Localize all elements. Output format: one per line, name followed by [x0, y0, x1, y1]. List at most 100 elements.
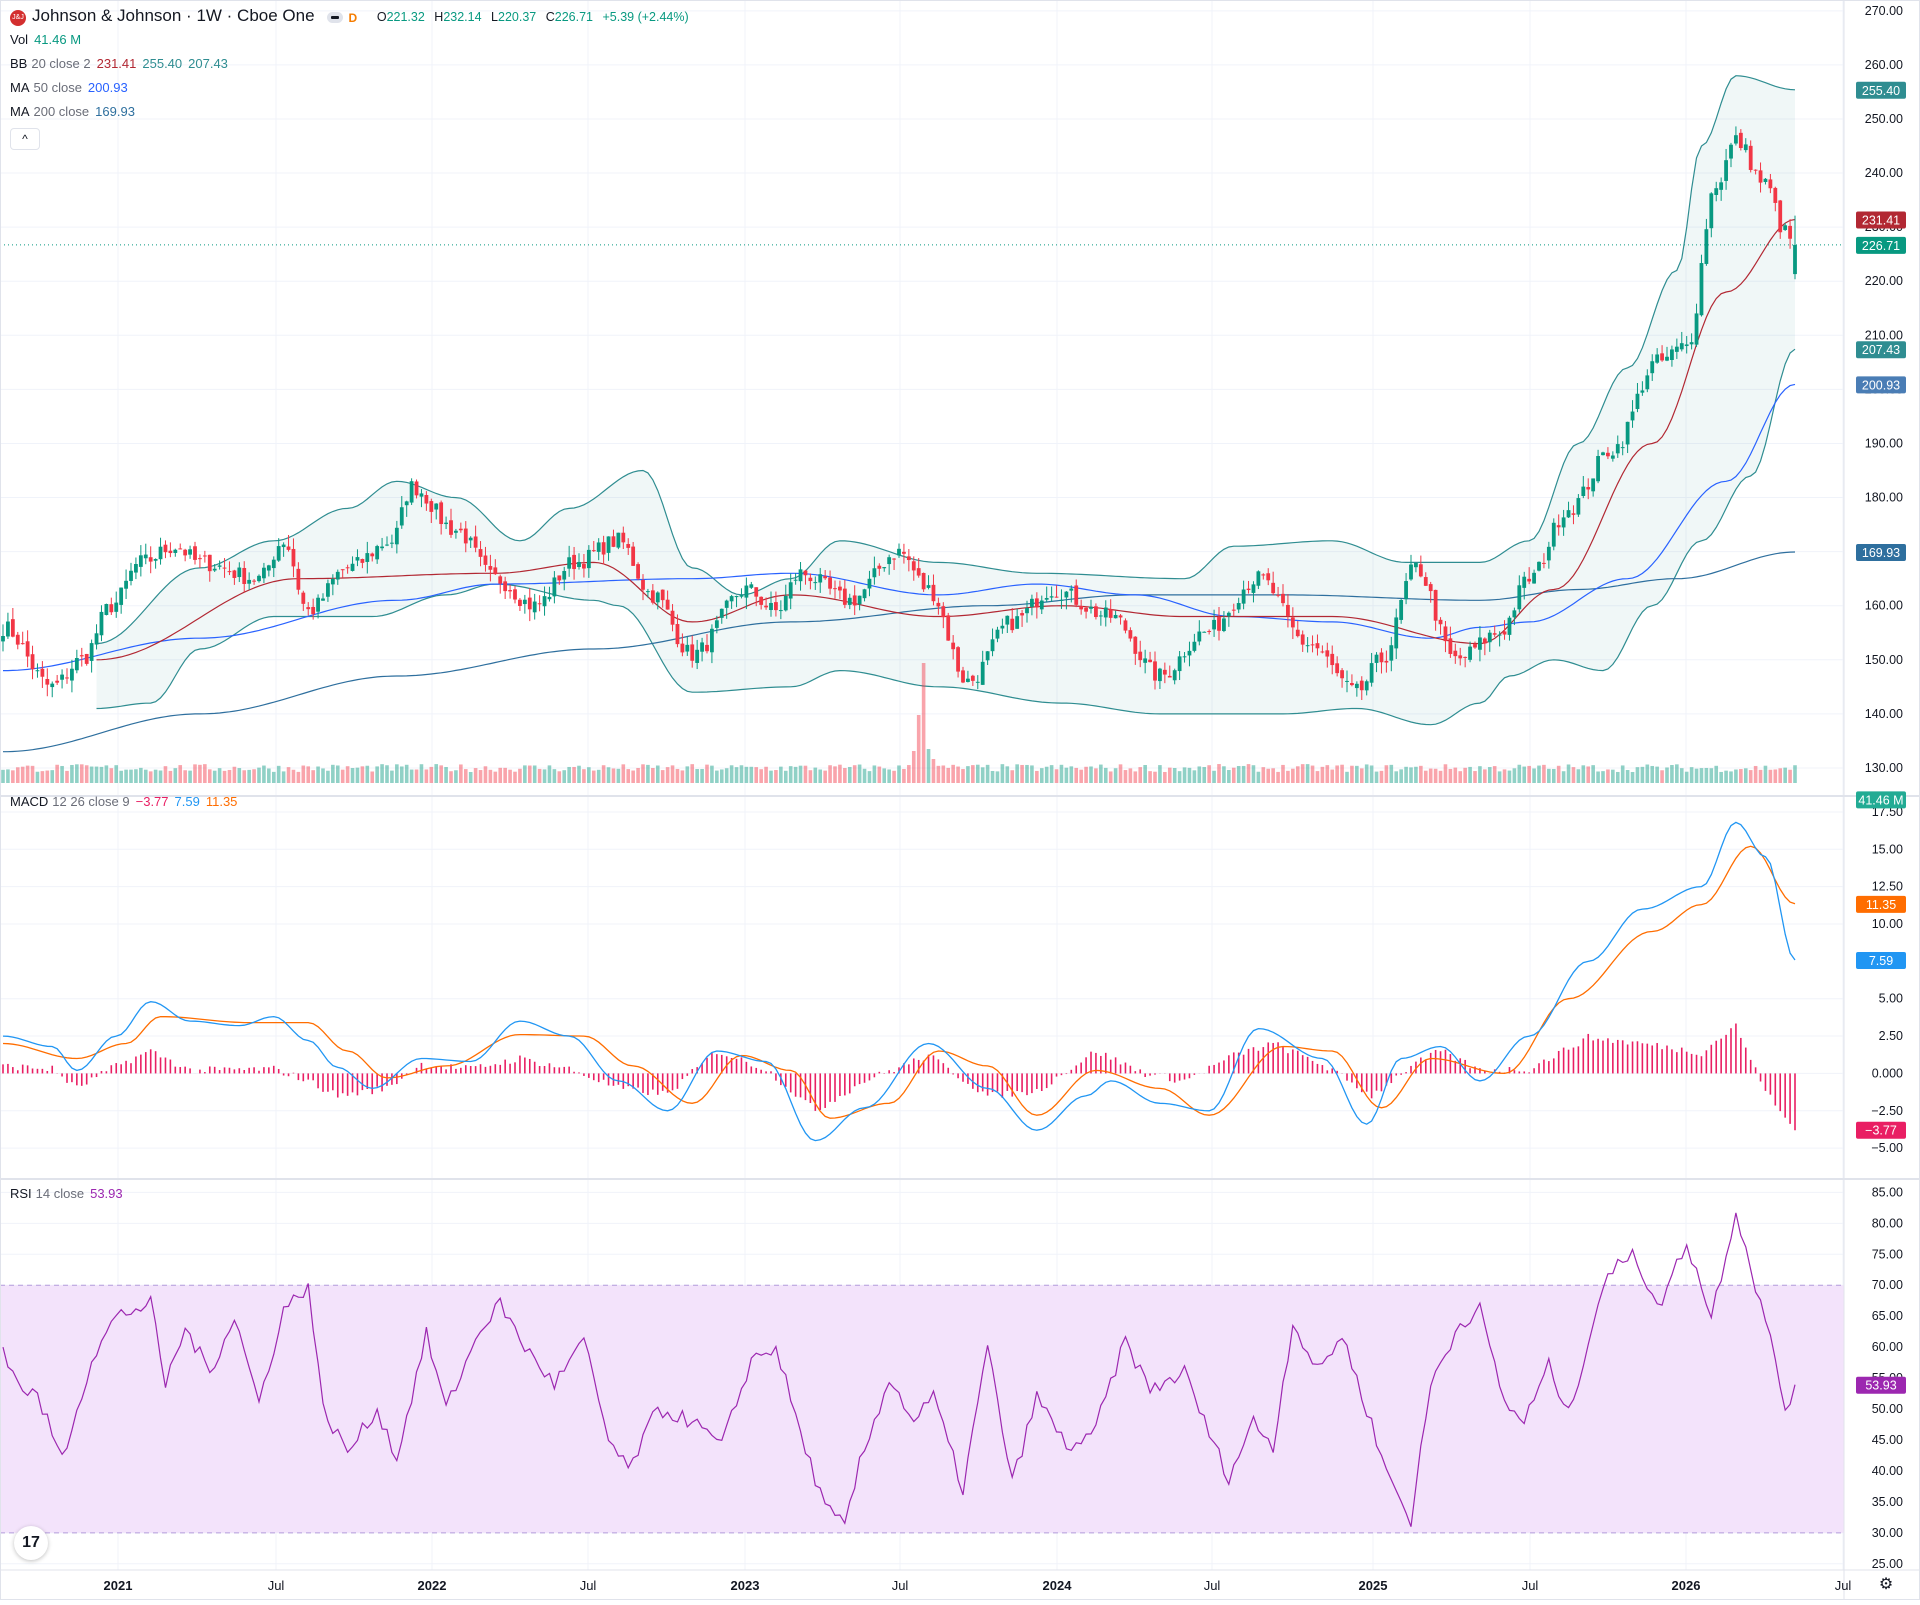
- candle-body: [409, 481, 414, 503]
- candle-body: [1724, 160, 1728, 181]
- volume-bar: [1729, 771, 1733, 783]
- macd-legend[interactable]: MACD 12 26 close 9 −3.77 7.59 11.35: [10, 791, 237, 813]
- time-axis-label: 2024: [1043, 1578, 1073, 1593]
- volume-bar: [759, 769, 763, 783]
- candle: [1192, 633, 1197, 653]
- volume-bar: [1089, 766, 1093, 783]
- candle: [1606, 447, 1610, 460]
- volume-bar: [232, 766, 237, 783]
- candle: [906, 549, 911, 572]
- volume-bar: [606, 767, 611, 783]
- candle-body: [89, 643, 94, 661]
- candle-body: [527, 597, 532, 610]
- candle: [1719, 177, 1724, 201]
- candle-body: [1596, 456, 1600, 482]
- volume-bar: [139, 767, 143, 783]
- bb-legend[interactable]: BB 20 close 2 231.41 255.40 207.43: [10, 53, 228, 75]
- candle: [1, 624, 5, 652]
- candle-body: [316, 597, 320, 612]
- candle: [153, 558, 158, 569]
- candle-body: [1679, 343, 1684, 350]
- time-axis-label: 2026: [1672, 1578, 1701, 1593]
- volume-bar: [1064, 767, 1069, 783]
- price-axis-label: 150.00: [1865, 653, 1903, 667]
- volume-bar: [1005, 766, 1010, 783]
- candle: [173, 548, 178, 557]
- volume-bar: [591, 770, 596, 783]
- time-axis-label: 2025: [1359, 1578, 1388, 1593]
- candle: [1773, 186, 1778, 212]
- ma50-legend[interactable]: MA 50 close 200.93: [10, 77, 128, 99]
- candle-body: [1261, 574, 1266, 576]
- candle-body: [680, 643, 685, 653]
- volume-bar: [45, 770, 50, 783]
- rsi-axis-label: 85.00: [1872, 1185, 1903, 1199]
- symbol-title[interactable]: Johnson & Johnson · 1W · Cboe One: [32, 6, 315, 25]
- candle: [867, 570, 872, 597]
- candle-body: [1049, 596, 1054, 598]
- candle-body: [1300, 634, 1305, 645]
- candle: [1734, 126, 1738, 146]
- candle-body: [774, 602, 778, 611]
- candle: [838, 580, 842, 599]
- candle-body: [1207, 630, 1212, 632]
- candle: [990, 628, 995, 657]
- volume-bar: [700, 768, 704, 783]
- volume-bar: [887, 769, 891, 783]
- candle-body: [1335, 663, 1340, 674]
- volume-bar: [587, 767, 591, 783]
- volume-bar: [271, 771, 276, 783]
- candle-body: [104, 604, 109, 615]
- candle: [1615, 435, 1620, 458]
- tradingview-logo[interactable]: 17: [14, 1526, 48, 1560]
- candle-body: [601, 542, 606, 555]
- gear-icon[interactable]: ⚙: [1878, 1576, 1894, 1593]
- candle-body: [562, 570, 567, 580]
- volume-bar: [1256, 771, 1261, 783]
- candle: [1236, 597, 1241, 614]
- candle: [429, 498, 434, 524]
- candle-body: [1320, 651, 1325, 653]
- candle: [138, 545, 143, 577]
- candle-body: [788, 582, 793, 599]
- price-axis-label: 130.00: [1865, 761, 1903, 775]
- vol-legend[interactable]: Vol 41.46 M: [10, 29, 81, 51]
- candle: [522, 594, 527, 614]
- candle-body: [591, 550, 596, 552]
- candle-body: [1689, 342, 1694, 345]
- candle: [301, 590, 306, 611]
- rsi-legend[interactable]: RSI 14 close 53.93: [10, 1183, 123, 1205]
- candle: [1069, 585, 1074, 603]
- interval-flag[interactable]: D: [348, 10, 358, 25]
- candle-body: [1615, 444, 1620, 454]
- candle: [1748, 140, 1753, 173]
- candle-body: [557, 575, 562, 581]
- collapse-legend-button[interactable]: ^: [10, 128, 40, 150]
- symbol-legend[interactable]: J&J Johnson & Johnson · 1W · Cboe One D O2…: [10, 5, 689, 29]
- rsi-axis-label: 40.00: [1872, 1464, 1903, 1478]
- candle-body: [1340, 670, 1344, 679]
- volume-bar: [488, 769, 493, 783]
- candle: [857, 595, 862, 611]
- bb-basis-line: [96, 218, 1796, 661]
- volume-bar: [1281, 764, 1285, 783]
- volume-bar: [404, 764, 409, 783]
- candle: [1507, 615, 1512, 641]
- macd-signal-badge-bg: [1856, 895, 1906, 913]
- candle-body: [1187, 650, 1192, 656]
- candle-body: [365, 553, 370, 562]
- bb-lower-badge-bg: [1856, 341, 1906, 359]
- candle-body: [793, 579, 798, 581]
- candle-body: [1310, 644, 1315, 646]
- volume-bar: [1522, 766, 1527, 783]
- macd-legend-name: MACD: [10, 794, 49, 809]
- market-status-icon[interactable]: [326, 12, 343, 24]
- candle-body: [759, 596, 764, 605]
- candle-body: [1039, 600, 1044, 610]
- rsi-legend-name: RSI: [10, 1186, 32, 1201]
- candle: [877, 563, 882, 576]
- candle: [335, 569, 340, 585]
- ma200-legend[interactable]: MA 200 close 169.93: [10, 101, 135, 123]
